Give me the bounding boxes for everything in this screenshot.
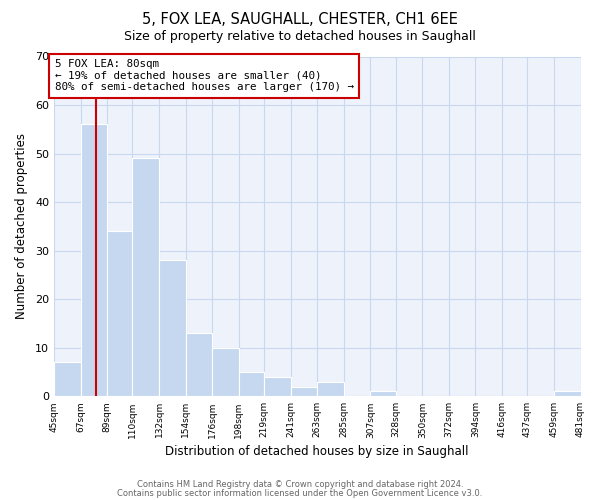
Text: Contains public sector information licensed under the Open Government Licence v3: Contains public sector information licen… xyxy=(118,488,482,498)
Bar xyxy=(239,372,264,396)
Text: 5, FOX LEA, SAUGHALL, CHESTER, CH1 6EE: 5, FOX LEA, SAUGHALL, CHESTER, CH1 6EE xyxy=(142,12,458,28)
Bar xyxy=(290,386,317,396)
Text: 5 FOX LEA: 80sqm
← 19% of detached houses are smaller (40)
80% of semi-detached : 5 FOX LEA: 80sqm ← 19% of detached house… xyxy=(55,59,353,92)
Bar xyxy=(264,377,290,396)
Bar xyxy=(107,232,133,396)
Bar xyxy=(54,362,80,396)
Text: Contains HM Land Registry data © Crown copyright and database right 2024.: Contains HM Land Registry data © Crown c… xyxy=(137,480,463,489)
Bar xyxy=(554,392,581,396)
Bar xyxy=(159,260,185,396)
Y-axis label: Number of detached properties: Number of detached properties xyxy=(15,134,28,320)
Bar xyxy=(80,124,107,396)
X-axis label: Distribution of detached houses by size in Saughall: Distribution of detached houses by size … xyxy=(166,444,469,458)
Bar xyxy=(370,392,396,396)
Bar xyxy=(317,382,344,396)
Bar xyxy=(185,333,212,396)
Text: Size of property relative to detached houses in Saughall: Size of property relative to detached ho… xyxy=(124,30,476,43)
Bar xyxy=(133,158,159,396)
Bar xyxy=(212,348,239,397)
